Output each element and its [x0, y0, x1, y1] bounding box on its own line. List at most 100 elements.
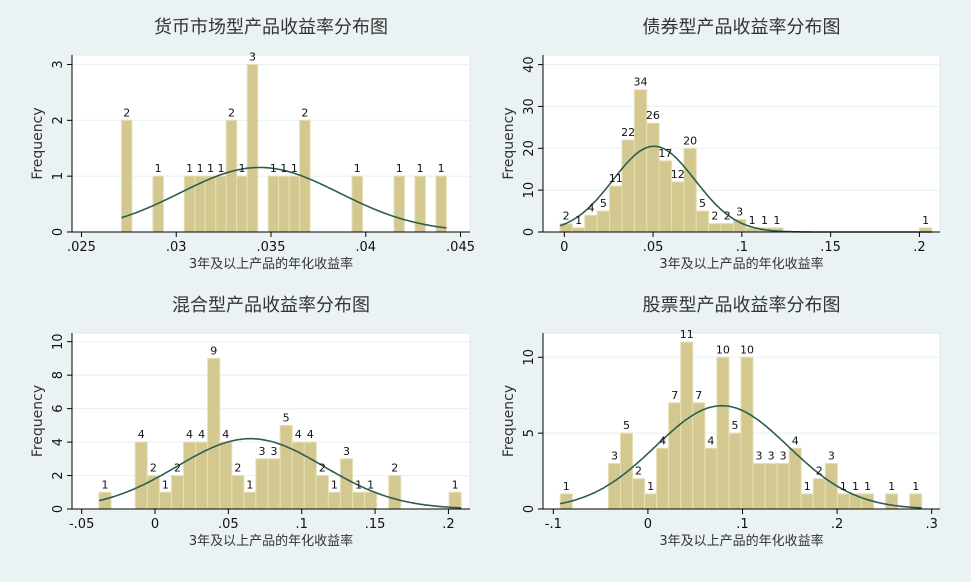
- bar-count-label: 2: [711, 210, 718, 223]
- bar-count-label: 1: [331, 478, 338, 491]
- bar-count-label: 1: [438, 162, 445, 175]
- bar-count-label: 1: [452, 478, 459, 491]
- histogram-bar: [692, 402, 706, 510]
- bar-count-label: 2: [150, 462, 157, 475]
- bar-count-label: 1: [207, 162, 214, 175]
- bar-count-label: 2: [816, 465, 823, 478]
- x-axis-label: 3年及以上产品的年化收益率: [189, 256, 353, 272]
- histogram-bar: [800, 493, 814, 510]
- bar-count-label: 3: [780, 449, 787, 462]
- histogram-bar: [364, 491, 378, 510]
- y-tick-label: 0: [522, 228, 537, 236]
- histogram-bar: [315, 475, 329, 510]
- bar-count-label: 1: [354, 162, 361, 175]
- bar-count-label: 26: [646, 109, 660, 122]
- histogram-bar: [183, 175, 196, 233]
- bar-count-label: 11: [609, 172, 623, 185]
- x-tick-label: .2: [913, 240, 925, 255]
- histogram-bar: [225, 119, 238, 233]
- y-tick-label: 1: [51, 172, 66, 180]
- x-tick-label: .15: [365, 517, 386, 532]
- bar-count-label: 1: [162, 478, 169, 491]
- bar-count-label: 7: [671, 389, 678, 402]
- histogram-bar: [571, 227, 586, 233]
- bar-count-label: 1: [922, 214, 929, 227]
- bar-count-label: 2: [635, 465, 642, 478]
- bar-count-label: 4: [222, 428, 229, 441]
- bar-count-label: 1: [291, 162, 298, 175]
- bar-count-label: 1: [396, 162, 403, 175]
- histogram-bar: [339, 458, 354, 510]
- histogram-bar: [695, 210, 710, 233]
- bar-count-label: 4: [307, 428, 314, 441]
- histogram-bar: [236, 175, 248, 233]
- y-tick-label: 6: [51, 404, 66, 412]
- bar-count-label: 3: [828, 449, 835, 462]
- y-tick-label: 40: [522, 56, 537, 73]
- bar-count-label: 12: [671, 168, 685, 181]
- bar-count-label: 4: [138, 428, 145, 441]
- histogram-bar: [231, 475, 245, 510]
- histogram-bar: [596, 210, 611, 233]
- bar-count-label: 1: [773, 214, 780, 227]
- x-tick-label: .1: [736, 240, 748, 255]
- histogram-bar: [644, 493, 658, 510]
- histogram-bar: [885, 493, 899, 510]
- histogram-bar: [219, 441, 233, 510]
- normal-density-curve: [560, 404, 922, 509]
- histogram-bar: [607, 462, 621, 510]
- x-tick-label: .05: [643, 240, 664, 255]
- histogram-bar: [215, 175, 227, 233]
- bar-count-label: 1: [367, 478, 374, 491]
- bar-count-label: 4: [659, 434, 666, 447]
- bar-count-label: 1: [197, 162, 204, 175]
- bar-count-label: 1: [355, 478, 362, 491]
- histogram-bar: [327, 491, 341, 510]
- y-axis-label: Frequency: [30, 107, 46, 179]
- bar-count-label: 1: [280, 162, 287, 175]
- x-axis-label: 3年及以上产品的年化收益率: [659, 256, 823, 272]
- x-axis-label: 3年及以上产品的年化收益率: [189, 533, 353, 549]
- bar-count-label: 3: [249, 50, 256, 63]
- y-tick-label: 0: [51, 505, 66, 513]
- bar-count-label: 3: [768, 449, 775, 462]
- histogram-bar: [303, 441, 317, 510]
- y-tick-label: 0: [51, 228, 66, 236]
- x-tick-label: -.05: [69, 517, 94, 532]
- y-tick-label: 10: [51, 333, 66, 350]
- histogram-bar: [732, 218, 747, 233]
- y-tick-label: 2: [51, 116, 66, 124]
- bar-count-label: 1: [563, 480, 570, 493]
- bar-count-label: 2: [234, 462, 241, 475]
- y-tick-label: 4: [51, 438, 66, 446]
- bar-count-label: 34: [634, 76, 648, 89]
- y-tick-label: 3: [51, 60, 66, 68]
- y-axis-label: Frequency: [30, 385, 46, 457]
- bar-count-label: 3: [756, 449, 763, 462]
- bar-count-label: 1: [888, 480, 895, 493]
- histogram-bar: [267, 175, 280, 233]
- bar-count-label: 2: [228, 106, 235, 119]
- bar-count-label: 2: [724, 210, 731, 223]
- chart-title: 货币市场型产品收益率分布图: [154, 17, 388, 38]
- histogram-bar: [393, 175, 405, 233]
- bar-count-label: 10: [740, 343, 754, 356]
- histogram-bar: [278, 175, 290, 233]
- bar-count-label: 1: [864, 480, 871, 493]
- bar-count-label: 4: [198, 428, 205, 441]
- y-tick-label: 0: [522, 505, 537, 513]
- bar-count-label: 7: [695, 389, 702, 402]
- histogram-bar: [740, 356, 754, 510]
- y-tick-label: 20: [522, 140, 537, 157]
- y-tick-label: 2: [51, 471, 66, 479]
- bar-count-label: 1: [218, 162, 225, 175]
- x-tick-label: -.1: [545, 517, 562, 532]
- histogram-bar: [633, 89, 648, 233]
- bar-count-label: 17: [658, 147, 672, 160]
- histogram-bar: [656, 447, 670, 510]
- histogram-bar: [207, 357, 221, 510]
- histogram-bar: [279, 424, 293, 510]
